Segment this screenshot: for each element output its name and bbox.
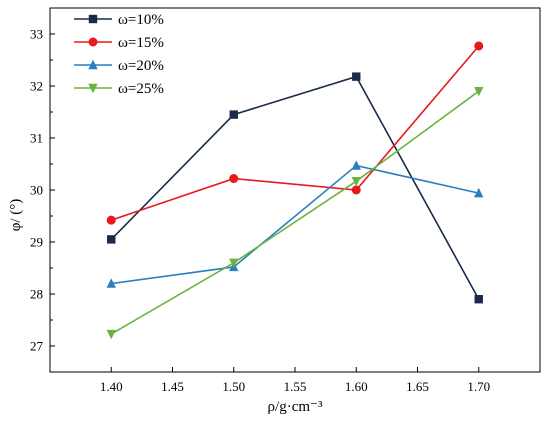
series-line (110, 45, 480, 221)
data-point (106, 329, 116, 340)
legend-swatch-marker (88, 59, 98, 70)
legend-swatch-marker (88, 37, 98, 47)
data-point (229, 110, 238, 119)
data-point (229, 258, 239, 268)
series-line (111, 164, 479, 285)
legend-swatch-marker (88, 14, 98, 24)
x-axis-title: ρ/g·cm⁻³ (268, 399, 323, 415)
data-point (351, 176, 361, 187)
y-tick-label: 29 (30, 235, 43, 250)
x-tick-label: 1.60 (345, 379, 368, 394)
legend: ω=10% ω=15% ω=20% ω=25% (74, 12, 164, 97)
data-point (106, 278, 116, 288)
x-tick-label: 1.40 (100, 379, 123, 394)
y-tick-label: 27 (30, 339, 44, 354)
y-tick-label: 33 (30, 27, 43, 42)
x-tick-label: 1.55 (284, 379, 307, 394)
legend-item: ω=15% (74, 35, 164, 51)
series-marks (106, 41, 484, 340)
data-point (107, 235, 116, 244)
x-tick-label: 1.65 (406, 379, 429, 394)
y-tick-label: 31 (30, 131, 43, 146)
y-axis-title: φ/ (°) (8, 199, 24, 232)
legend-item: ω=20% (74, 58, 164, 74)
data-point (474, 41, 484, 51)
legend-label: ω=25% (118, 81, 164, 97)
legend-label: ω=20% (118, 58, 164, 74)
legend-item: ω=25% (74, 81, 164, 97)
data-point (106, 215, 116, 225)
series-2 (106, 41, 484, 225)
legend-swatch-marker (88, 83, 98, 94)
series-line (110, 90, 480, 335)
x-tick-label: 1.70 (467, 379, 490, 394)
y-tick-label: 28 (30, 287, 43, 302)
data-point (474, 187, 484, 198)
series-1 (107, 72, 483, 304)
data-point (351, 185, 361, 195)
series-3 (106, 160, 484, 288)
data-point (351, 160, 361, 170)
x-tick-label: 1.45 (161, 379, 184, 394)
legend-label: ω=10% (118, 12, 164, 28)
data-point (352, 72, 361, 81)
y-tick-label: 30 (30, 183, 43, 198)
data-point (229, 174, 239, 184)
series-4 (106, 87, 484, 340)
series-line (110, 75, 480, 300)
legend-label: ω=15% (118, 35, 164, 51)
y-tick-label: 32 (30, 79, 43, 94)
legend-item: ω=10% (74, 12, 164, 28)
data-point (474, 87, 484, 97)
axes: 1.40 1.45 1.50 1.55 1.60 1.65 1.70 27 28 29 30 31 32… (30, 7, 490, 394)
x-tick-label: 1.50 (222, 379, 245, 394)
data-point (474, 295, 483, 304)
